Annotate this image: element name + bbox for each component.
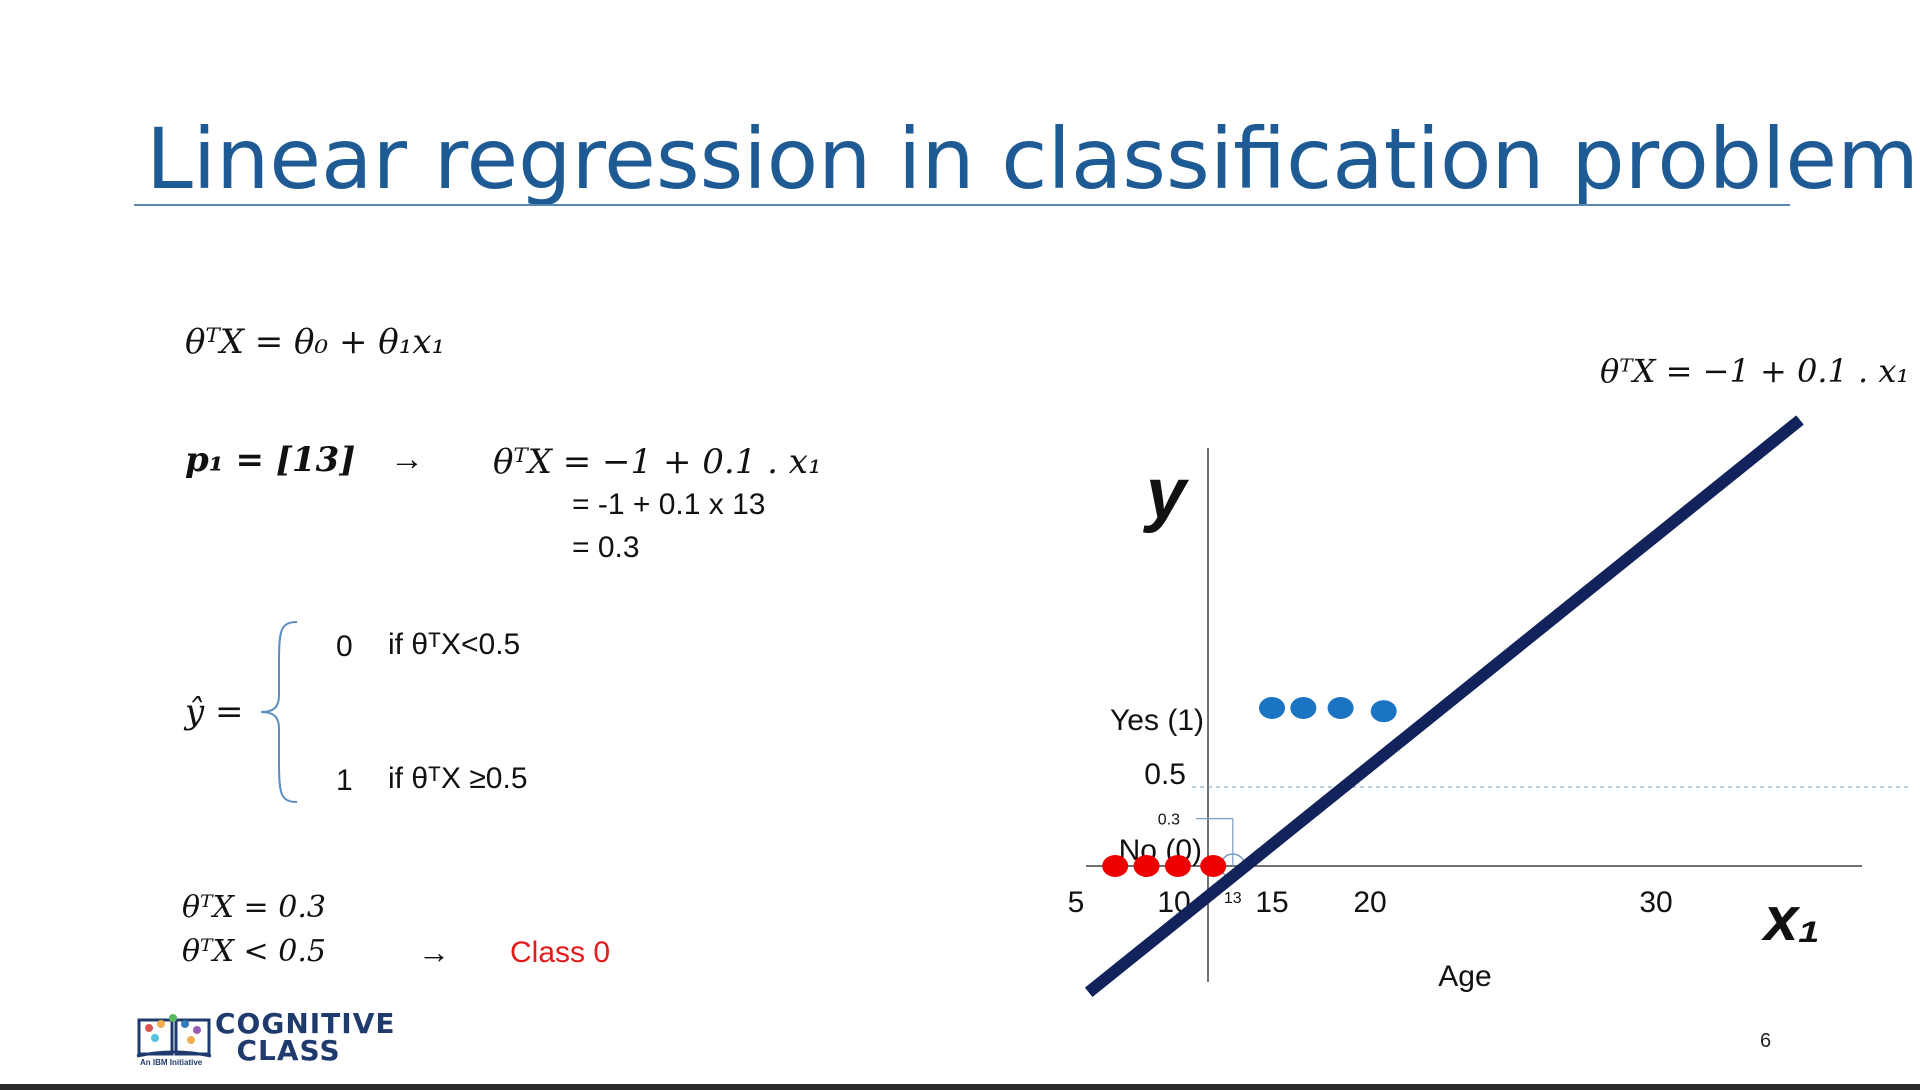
- page-number: 6: [1760, 1030, 1772, 1052]
- data-point: [1327, 697, 1354, 719]
- slide-title: Linear regression in classification prob…: [146, 110, 1920, 208]
- data-point: [1290, 697, 1317, 719]
- case1-condition: if θᵀX ≥0.5: [388, 762, 528, 795]
- logo-wordmark: COGNITIVE CLASS: [215, 1007, 396, 1067]
- result-arrow-icon: →: [418, 934, 450, 970]
- cognitive-class-logo: COGNITIVE CLASS An IBM Initiative: [135, 1010, 395, 1067]
- result-value: θᵀX = 0.3: [182, 890, 326, 925]
- regression-line-equation: θᵀX = −1 + 0.1 . x₁: [1600, 352, 1910, 390]
- case1-value: 1: [336, 764, 353, 797]
- bottom-border: [0, 1084, 1920, 1090]
- title-divider: [134, 204, 1790, 206]
- data-point: [1102, 855, 1129, 877]
- data-point: [1370, 700, 1397, 723]
- y-tick-label: 0.5: [1144, 758, 1186, 791]
- result-class-label: Class 0: [510, 936, 611, 969]
- piecewise-brace: [260, 621, 298, 803]
- data-point: [1133, 855, 1160, 877]
- p1-computation-line2: = -1 + 0.1 x 13: [572, 488, 766, 521]
- case0-condition: if θᵀX<0.5: [388, 628, 521, 661]
- logo-tagline: An IBM Initiative: [140, 1058, 203, 1067]
- case0-value: 0: [336, 630, 353, 663]
- marked-x-label: 13: [1224, 890, 1242, 907]
- p1-computation-line1: θᵀX = −1 + 0.1 . x₁: [493, 442, 822, 482]
- regression-line: [1084, 415, 1804, 998]
- data-point: [1200, 855, 1227, 877]
- data-point: [1164, 855, 1191, 877]
- y-axis-symbol: y: [1143, 454, 1190, 534]
- x-tick-label: 15: [1255, 886, 1288, 919]
- x-axis-title: Age: [1438, 960, 1491, 993]
- y-tick-label: 0.3: [1158, 812, 1180, 829]
- x-tick-label: 30: [1639, 886, 1672, 919]
- x-tick-label: 20: [1353, 886, 1386, 919]
- data-point: [1259, 697, 1285, 719]
- book-logo-icon: [136, 1014, 212, 1058]
- x-axis-symbol: x₁: [1761, 885, 1820, 954]
- x-tick-label: 5: [1068, 886, 1085, 919]
- result-comparison: θᵀX < 0.5: [182, 934, 326, 969]
- yhat-label: ŷ =: [185, 692, 244, 732]
- y-tick-label: Yes (1): [1110, 704, 1204, 737]
- p1-computation-line3: = 0.3: [572, 531, 640, 564]
- p1-definition: p₁ = [13]: [185, 440, 356, 480]
- arrow-icon: →: [390, 440, 424, 478]
- model-equation: θᵀX = θ₀ + θ₁x₁: [185, 322, 446, 362]
